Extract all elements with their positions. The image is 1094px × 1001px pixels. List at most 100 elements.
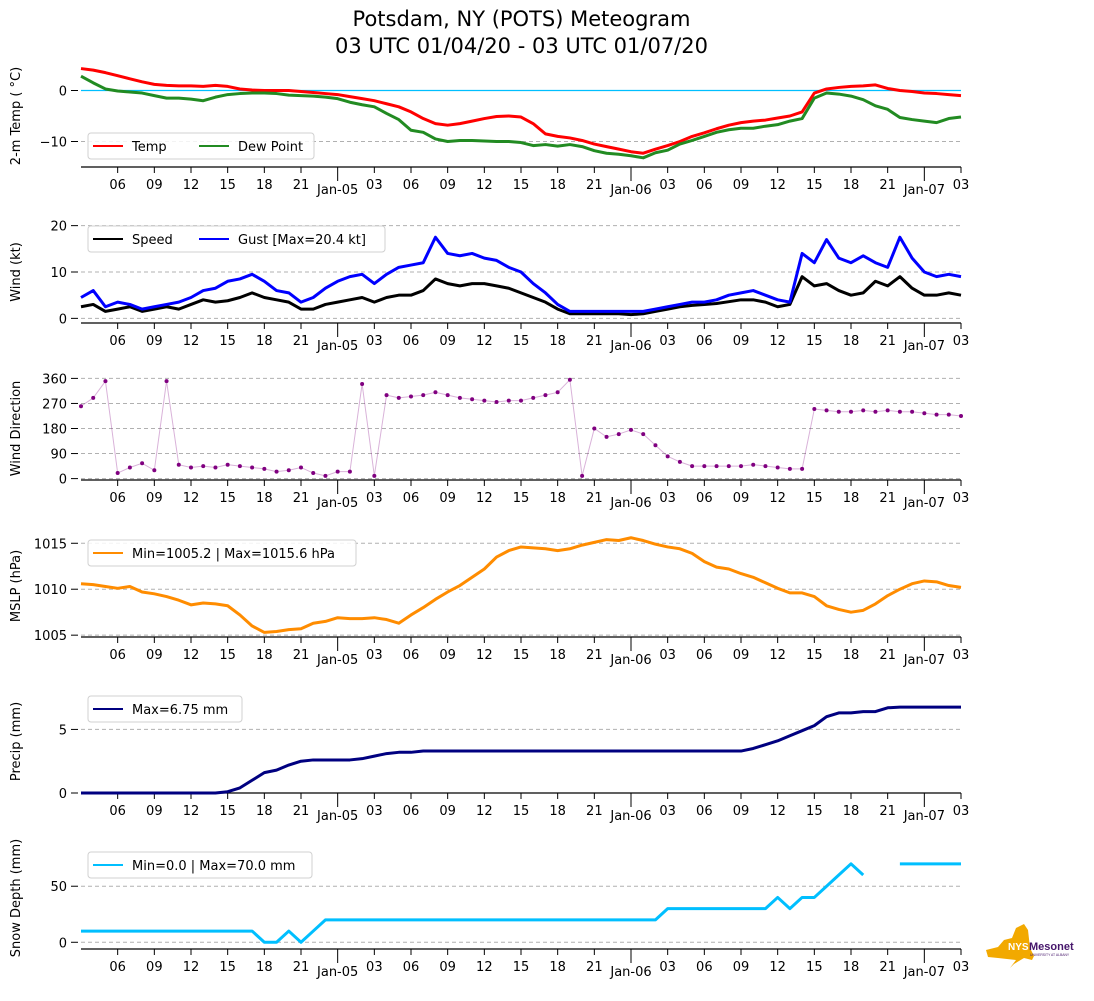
y-axis-label: 2-m Temp ( °C): [9, 67, 24, 165]
data-point: [189, 465, 193, 470]
legend-box: [87, 851, 313, 879]
x-tick-label: Jan-06: [609, 339, 651, 354]
data-point: [506, 398, 511, 403]
data-point: [457, 395, 462, 400]
x-tick-label: 12: [769, 960, 786, 975]
y-axis-label: Wind (kt): [9, 242, 24, 302]
x-tick-label: 21: [879, 491, 896, 506]
x-tick-label: 18: [256, 334, 273, 349]
x-tick-label: 06: [403, 648, 420, 663]
data-point: [775, 465, 780, 470]
x-tick-label: 15: [513, 491, 530, 506]
data-point: [922, 411, 927, 416]
logo-main: Mesonet: [1029, 941, 1074, 953]
series-line-gust: [80, 235, 962, 313]
x-tick-label: 09: [146, 491, 163, 506]
y-tick-label: 0: [59, 85, 67, 100]
data-point: [470, 397, 475, 402]
x-tick-label: 18: [256, 804, 273, 819]
y-axis-label: Snow Depth (mm): [9, 839, 24, 957]
legend-label: Gust [Max=20.4 kt]: [238, 233, 366, 248]
x-tick-label: 15: [806, 804, 823, 819]
x-tick-label: 03: [953, 648, 970, 663]
data-point: [360, 381, 365, 386]
series-precip-0: [81, 705, 961, 795]
data-point: [800, 466, 805, 471]
data-point: [677, 459, 682, 464]
series-temp-1: [80, 74, 962, 160]
x-tick-label: 15: [513, 648, 530, 663]
y-axis-label: MSLP (hPa): [9, 550, 24, 622]
y-tick-label: −10: [40, 136, 67, 151]
x-tick-label: 21: [586, 491, 603, 506]
x-tick-label: 18: [549, 491, 566, 506]
series-wdir-0: [79, 377, 963, 478]
x-tick-label: 15: [219, 804, 236, 819]
x-tick-label: 15: [806, 491, 823, 506]
x-tick-label: 09: [733, 334, 750, 349]
x-tick-label: Jan-07: [903, 965, 945, 980]
x-tick-label: 15: [219, 648, 236, 663]
data-point: [616, 432, 621, 437]
data-point: [519, 398, 523, 403]
data-point: [164, 379, 169, 384]
x-tick-label: 18: [843, 334, 860, 349]
panel-wind: 0 10 20 06 09 12 15 18 21 Jan-05 03 06 09 12 15 18 21 Jan…: [9, 220, 969, 354]
data-point: [812, 407, 817, 412]
data-point: [580, 473, 585, 478]
x-tick-label: 18: [843, 491, 860, 506]
series-temp-0: [80, 67, 962, 155]
x-tick-label: Jan-05: [316, 496, 358, 511]
x-tick-label: 15: [219, 960, 236, 975]
data-point: [567, 377, 572, 382]
x-tick-label: 21: [293, 178, 310, 193]
x-tick-label: 09: [439, 178, 456, 193]
data-point: [543, 393, 548, 398]
x-tick-label: 21: [586, 178, 603, 193]
data-point: [445, 393, 450, 398]
x-tick-label: 18: [256, 960, 273, 975]
data-point: [690, 464, 695, 469]
x-tick-label: 03: [659, 804, 676, 819]
x-tick-label: 12: [769, 491, 786, 506]
data-point: [531, 395, 536, 400]
series-line-precip: [81, 705, 961, 795]
data-point: [555, 390, 560, 395]
x-tick-label: 12: [476, 178, 493, 193]
x-tick-label: 15: [806, 178, 823, 193]
series-wind-0: [80, 275, 962, 317]
y-tick-label: 0: [59, 473, 67, 488]
x-tick-label: 21: [879, 334, 896, 349]
x-tick-label: 06: [696, 491, 713, 506]
y-axis-label: Wind Direction: [9, 381, 24, 477]
data-point: [849, 409, 853, 414]
x-tick-label: 06: [403, 334, 420, 349]
x-tick-label: 09: [146, 960, 163, 975]
x-tick-label: 09: [733, 491, 750, 506]
series-line-mslp: [80, 536, 962, 634]
x-tick-label: 12: [769, 334, 786, 349]
y-tick-label: 0: [59, 787, 67, 802]
data-point: [201, 464, 206, 469]
data-point: [79, 404, 83, 409]
x-tick-label: 09: [146, 804, 163, 819]
x-tick-label: Jan-05: [316, 965, 358, 980]
data-point: [763, 464, 768, 469]
x-tick-label: 15: [806, 960, 823, 975]
x-tick-label: 12: [476, 491, 493, 506]
x-tick-label: 06: [109, 648, 126, 663]
x-tick-label: 18: [549, 960, 566, 975]
chart-title: Potsdam, NY (POTS) Meteogram 03 UTC 01/0…: [0, 6, 1043, 60]
x-tick-label: 12: [183, 648, 200, 663]
x-tick-label: 18: [256, 491, 273, 506]
x-tick-label: 12: [476, 960, 493, 975]
x-tick-label: 03: [953, 960, 970, 975]
x-tick-label: Jan-06: [609, 653, 651, 668]
x-tick-label: 09: [146, 334, 163, 349]
x-tick-label: 18: [256, 178, 273, 193]
x-tick-label: 03: [953, 178, 970, 193]
data-point: [824, 408, 829, 413]
x-tick-label: 06: [696, 960, 713, 975]
x-tick-label: 15: [513, 178, 530, 193]
x-tick-label: 21: [879, 804, 896, 819]
